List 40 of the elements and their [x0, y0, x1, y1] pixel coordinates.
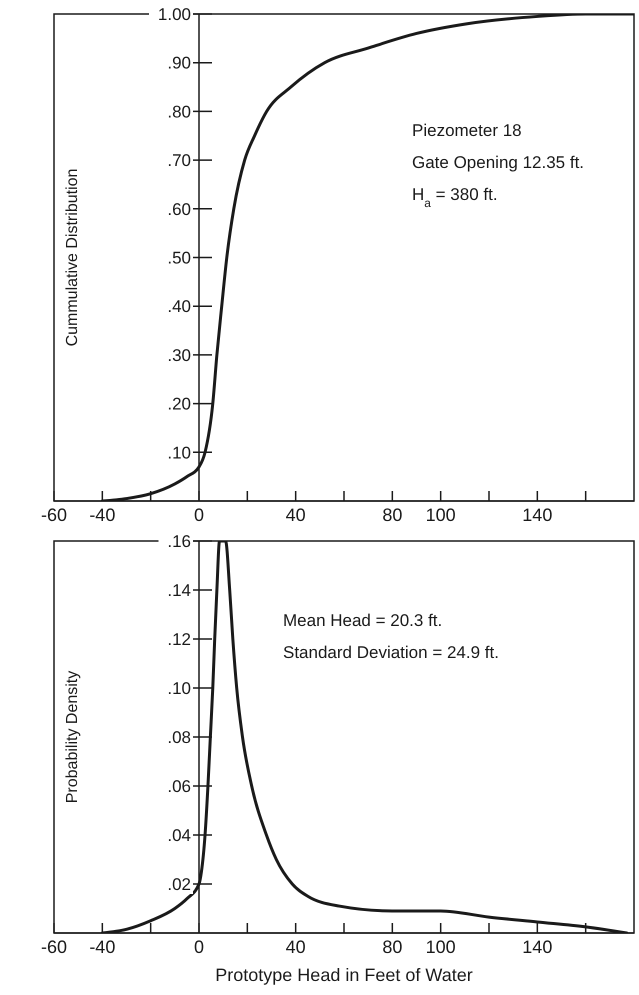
- y-tick-label: .08: [167, 728, 191, 747]
- x-tick-label: 0: [194, 937, 204, 957]
- y-axis-title: Probability Density: [64, 670, 81, 804]
- y-tick-label: .16: [167, 532, 191, 551]
- x-tick-label: 0: [194, 505, 204, 525]
- y-tick-label: 1.00: [158, 5, 191, 24]
- y-axis-title: Cummulative Distribution: [64, 168, 81, 346]
- y-tick-label: .50: [167, 248, 191, 268]
- y-tick-label: .70: [167, 151, 191, 170]
- x-tick-label: -40: [89, 937, 116, 957]
- y-tick-label: .12: [167, 630, 191, 649]
- y-tick-label: .04: [167, 826, 191, 845]
- y-tick-label: .20: [167, 394, 191, 414]
- x-tick-label: -60: [40, 937, 68, 957]
- x-tick-label: -40: [89, 505, 116, 525]
- y-tick-label: .80: [167, 102, 191, 122]
- annotation: Gate Opening 12.35 ft.: [412, 153, 584, 172]
- x-tick-label: 40: [286, 937, 306, 957]
- x-tick-label: 40: [286, 505, 306, 525]
- annotation: Piezometer 18: [412, 121, 522, 140]
- annotation: Mean Head = 20.3 ft.: [283, 611, 442, 630]
- x-tick-label: 140: [522, 937, 552, 957]
- y-tick-label: .60: [167, 200, 191, 219]
- x-axis-title: Prototype Head in Feet of Water: [215, 965, 473, 985]
- x-tick-label: -60: [40, 505, 68, 525]
- x-tick-label: 100: [426, 937, 456, 957]
- annotation: H$_{a}$ = 380 ft.: [412, 185, 498, 210]
- y-tick-label: .14: [167, 581, 191, 600]
- y-tick-label: .40: [167, 297, 191, 316]
- x-tick-label: 140: [522, 505, 552, 525]
- y-tick-label: .06: [167, 777, 191, 796]
- annotation: Standard Deviation = 24.9 ft.: [283, 643, 499, 662]
- x-tick-label: 80: [382, 505, 402, 525]
- x-tick-label: 80: [382, 937, 402, 957]
- y-tick-label: .02: [167, 875, 191, 894]
- x-tick-label: 100: [426, 505, 456, 525]
- y-tick-label: .10: [167, 443, 191, 462]
- y-tick-label: .90: [167, 54, 191, 73]
- y-tick-label: .10: [167, 679, 191, 698]
- y-tick-label: .30: [167, 346, 191, 365]
